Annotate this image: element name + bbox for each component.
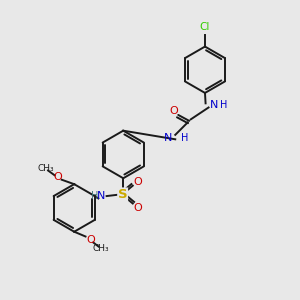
Text: N: N bbox=[164, 133, 172, 143]
Text: O: O bbox=[53, 172, 62, 182]
Text: O: O bbox=[86, 235, 94, 245]
Text: CH₃: CH₃ bbox=[37, 164, 54, 172]
Text: O: O bbox=[169, 106, 178, 116]
Text: N: N bbox=[209, 100, 218, 110]
Text: H: H bbox=[181, 133, 189, 143]
Text: N: N bbox=[97, 191, 105, 201]
Text: O: O bbox=[133, 203, 142, 213]
Text: H: H bbox=[91, 191, 98, 201]
Text: S: S bbox=[118, 188, 128, 201]
Text: Cl: Cl bbox=[200, 22, 210, 32]
Text: H: H bbox=[220, 100, 228, 110]
Text: CH₃: CH₃ bbox=[93, 244, 109, 253]
Text: O: O bbox=[133, 176, 142, 187]
